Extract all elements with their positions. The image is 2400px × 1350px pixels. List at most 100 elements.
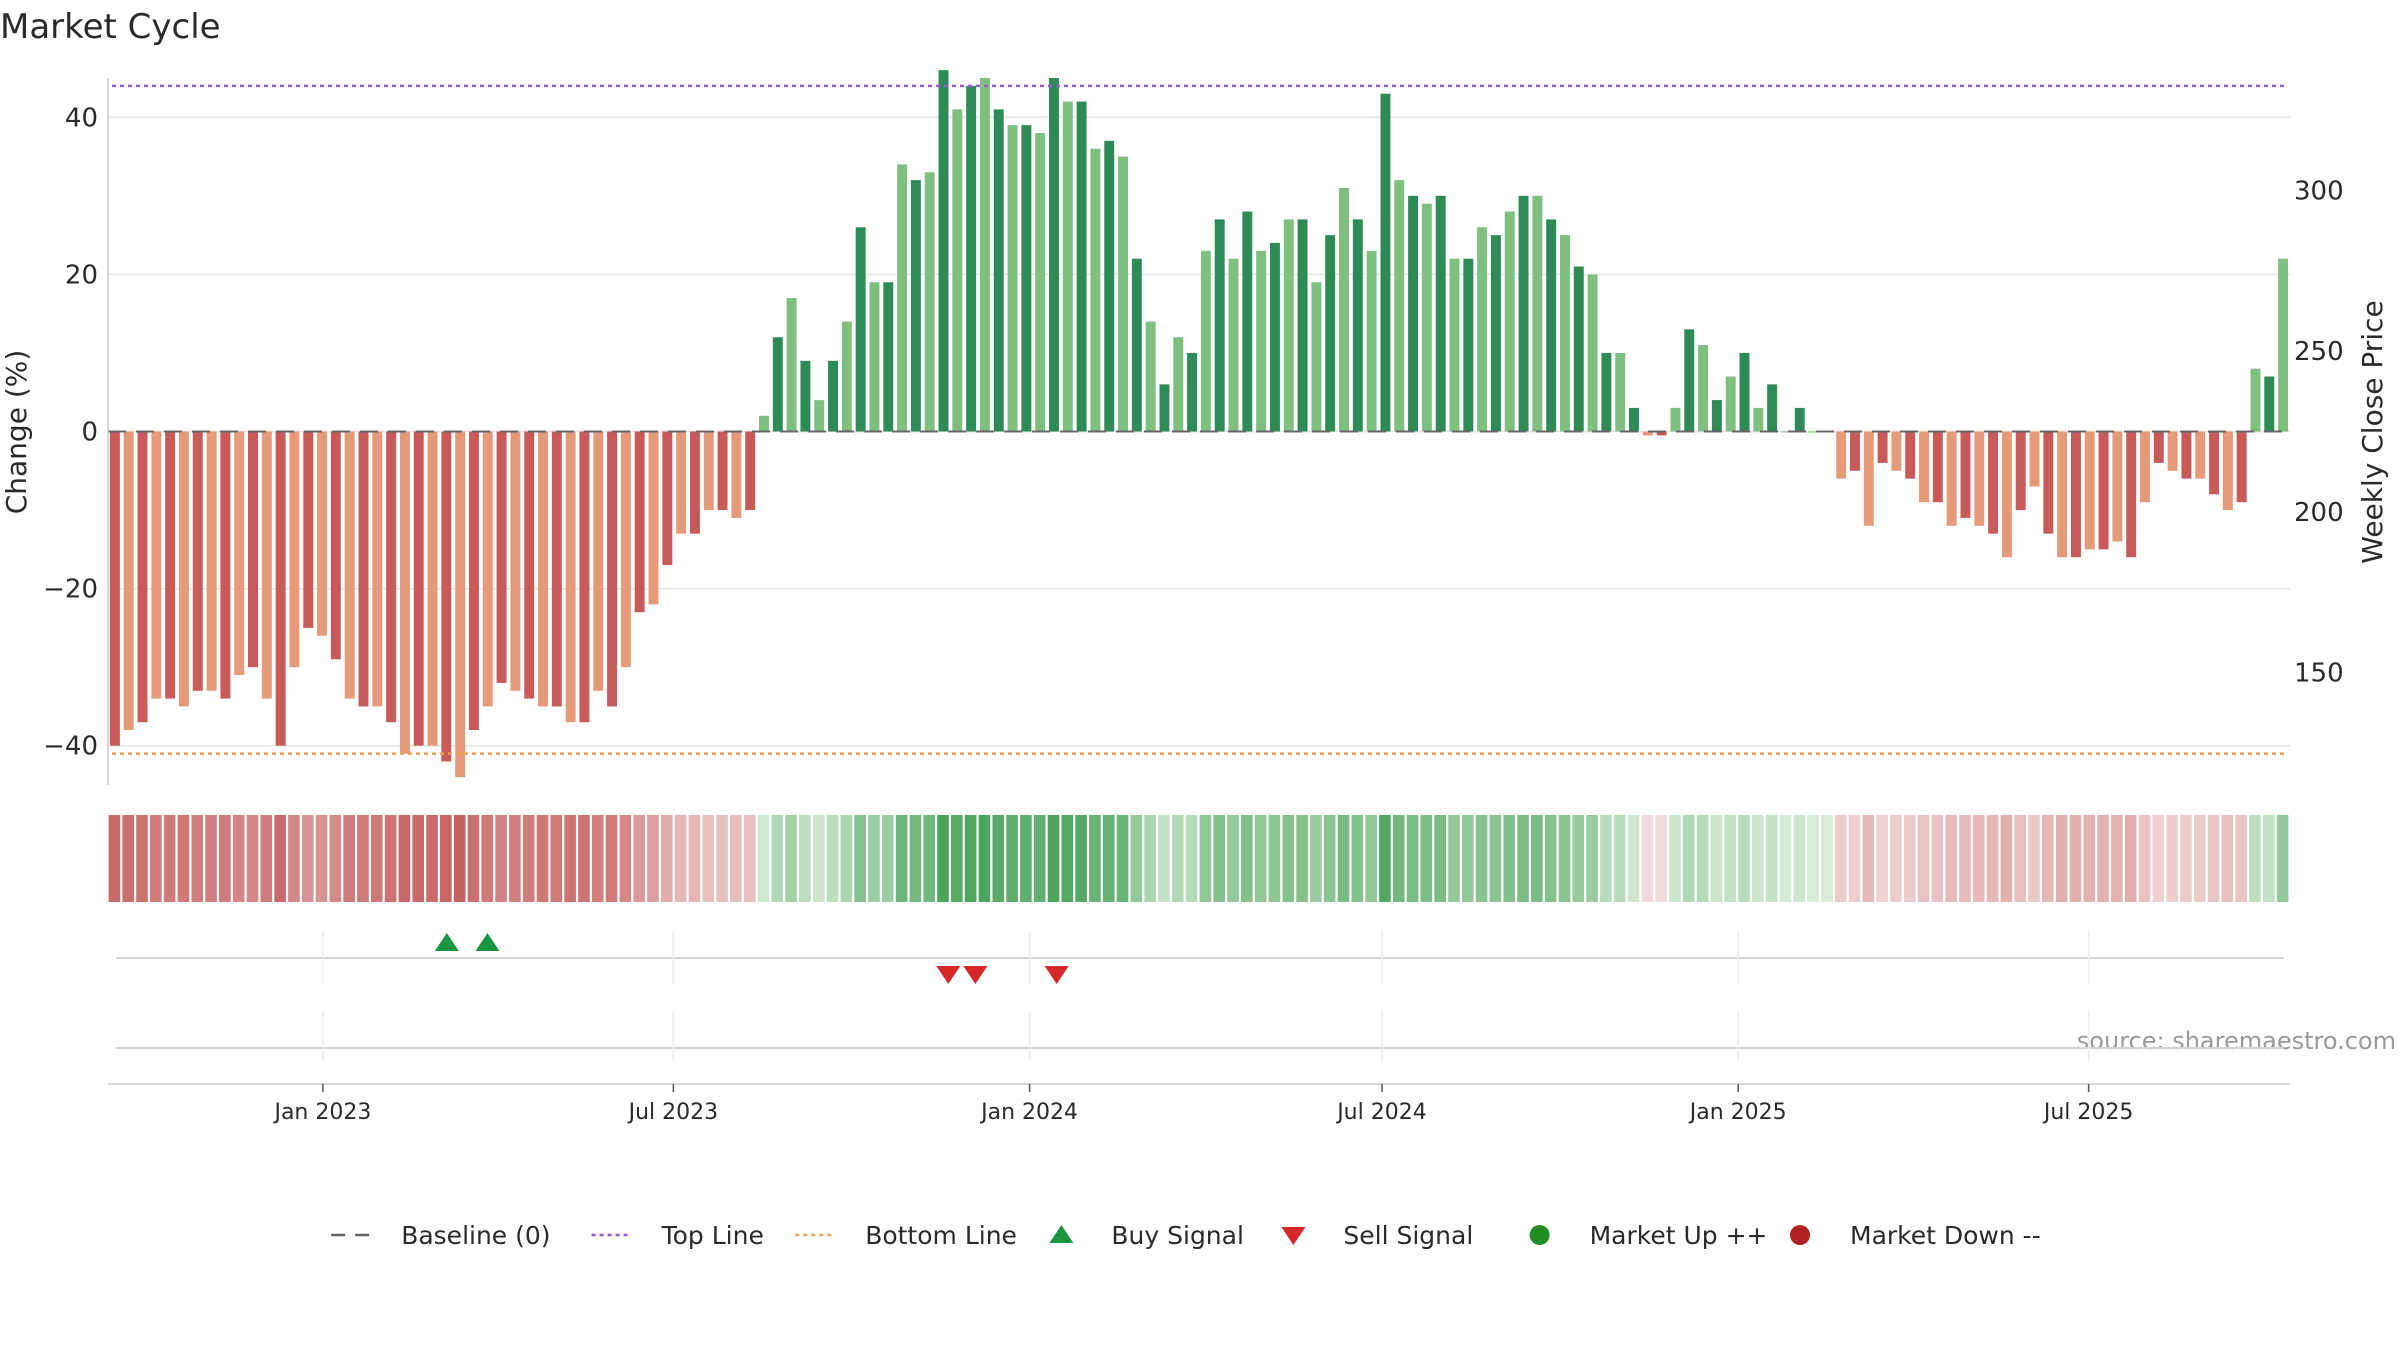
heat-cell (1627, 815, 1640, 902)
heat-cell (2221, 815, 2234, 902)
heat-cell (2000, 815, 2013, 902)
bar (966, 85, 977, 432)
bar (979, 78, 990, 432)
bar (2250, 368, 2261, 432)
heat-cell (108, 815, 121, 902)
heat-cell (1116, 815, 1129, 902)
bar (2167, 431, 2178, 471)
legend-item: Bottom Line (795, 1221, 1017, 1250)
heat-cell (1241, 815, 1253, 902)
heat-cell (1531, 815, 1543, 902)
bar (1325, 235, 1336, 432)
heat-cell (191, 815, 204, 902)
bar (1131, 258, 1142, 432)
bar (1767, 384, 1778, 432)
bar (593, 431, 604, 691)
heat-cell (495, 815, 507, 902)
heat-cell (1392, 815, 1405, 902)
bar (731, 431, 742, 518)
bar (1173, 337, 1184, 432)
heat-cell (2152, 815, 2165, 902)
heat-cell (1959, 815, 1971, 902)
heat-cell (1296, 815, 1308, 902)
heat-cell (288, 815, 300, 902)
bar (759, 415, 769, 432)
heat-cell (2207, 815, 2220, 902)
bar (2043, 431, 2054, 534)
bar (1711, 400, 1722, 432)
heat-cell (633, 815, 645, 902)
bar (275, 431, 286, 746)
bar (2153, 431, 2164, 463)
heat-cell (1033, 815, 1046, 902)
heat-cell (771, 815, 784, 902)
bar (2140, 431, 2150, 503)
legend-item: Baseline (0) (331, 1221, 551, 1250)
bar (2112, 431, 2123, 542)
bar (178, 431, 189, 707)
heat-cell (2083, 815, 2096, 902)
heat-cell (550, 815, 563, 902)
bar (883, 282, 894, 432)
heat-cell (2262, 815, 2275, 902)
heat-cell (1089, 815, 1101, 902)
x-tick-label: Jan 2024 (979, 1100, 1078, 1125)
bar (330, 431, 341, 660)
heat-cell (1986, 815, 1999, 902)
heat-cell (1448, 815, 1460, 902)
bar (1877, 431, 1888, 463)
heat-cell (1903, 815, 1916, 902)
heat-cell (1365, 815, 1377, 902)
heat-cell (163, 815, 176, 902)
bar (1421, 203, 1432, 432)
legend-label: Market Up ++ (1590, 1221, 1768, 1250)
heat-cell (826, 815, 839, 902)
heat-cell (219, 815, 231, 902)
bar (1850, 431, 1860, 471)
legend-label: Top Line (661, 1221, 764, 1250)
heat-cell (605, 815, 618, 902)
bar (1919, 431, 1929, 503)
y-tick-label: −20 (43, 575, 98, 605)
heat-cell (799, 815, 811, 902)
heat-cell (1020, 815, 1032, 902)
bar (469, 431, 479, 731)
bar (800, 360, 811, 432)
heat-cell (260, 815, 273, 902)
heat-cell (1862, 815, 1875, 902)
heat-cell (329, 815, 342, 902)
heat-cell (412, 815, 425, 902)
heat-cell (881, 815, 894, 902)
bar (137, 431, 148, 723)
bar (220, 431, 231, 699)
bar (2084, 431, 2095, 550)
legend-item: Market Up ++ (1529, 1221, 1768, 1250)
heat-cell (2028, 815, 2040, 902)
bar (2070, 431, 2081, 558)
bar (772, 337, 783, 432)
heat-cell (688, 815, 701, 902)
heat-cell (2069, 815, 2082, 902)
heat-cell (1765, 815, 1778, 902)
heat-cell (1890, 815, 1902, 902)
bar (1974, 431, 1985, 526)
bar (317, 431, 328, 636)
heat-cell (923, 815, 936, 902)
legend-item: Sell Signal (1281, 1221, 1473, 1250)
bar (565, 431, 576, 723)
heat-cell (1379, 815, 1391, 902)
bar (2236, 431, 2247, 503)
bar (910, 180, 921, 432)
buy-signal-marker (475, 933, 500, 951)
heat-cell (1406, 815, 1419, 902)
bar (1049, 78, 1059, 432)
bar (192, 431, 203, 691)
heat-cell (1475, 815, 1488, 902)
bar (524, 431, 535, 699)
bar (938, 70, 949, 432)
x-tick-label: Jul 2025 (2042, 1100, 2134, 1125)
heat-cell (716, 815, 728, 902)
heat-cell (384, 815, 397, 902)
bar (538, 431, 548, 707)
